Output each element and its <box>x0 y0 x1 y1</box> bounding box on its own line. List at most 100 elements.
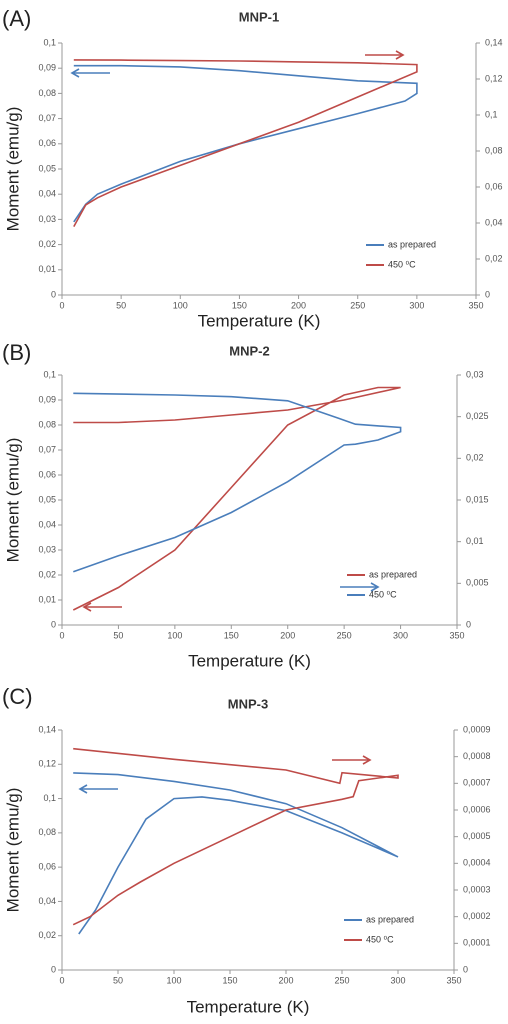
y2-tick-label: 0 <box>463 964 468 974</box>
y2-tick-label: 0,0006 <box>463 804 491 814</box>
x-tick-label: 350 <box>446 975 461 985</box>
y-tick-label: 0 <box>51 964 56 974</box>
y-axis-label: Moment (emu/g) <box>3 107 22 232</box>
y-axis-label: Moment (emu/g) <box>3 788 22 913</box>
panel-label: (B) <box>2 340 31 365</box>
x-tick-label: 250 <box>337 630 352 640</box>
panel-label: (C) <box>2 684 33 709</box>
y-tick-label: 0,02 <box>38 930 56 940</box>
x-tick-label: 150 <box>232 300 247 310</box>
y-tick-label: 0,05 <box>38 163 56 173</box>
y2-tick-label: 0 <box>466 619 471 629</box>
y2-tick-label: 0,025 <box>466 411 489 421</box>
y-tick-label: 0,03 <box>38 214 56 224</box>
panel-label: (A) <box>2 6 31 31</box>
y-tick-label: 0,02 <box>38 569 56 579</box>
y-tick-label: 0,02 <box>38 239 56 249</box>
y-tick-label: 0 <box>51 619 56 629</box>
x-tick-label: 0 <box>59 300 64 310</box>
series-line <box>72 386 401 611</box>
x-tick-label: 0 <box>59 630 64 640</box>
axis-arrowhead <box>82 602 92 612</box>
y2-tick-label: 0,02 <box>485 253 503 263</box>
axis-arrowhead <box>395 50 405 60</box>
y2-tick-label: 0,0005 <box>463 831 491 841</box>
y-tick-label: 0,06 <box>38 138 56 148</box>
x-tick-label: 350 <box>449 630 464 640</box>
y-tick-label: 0,01 <box>38 594 56 604</box>
chart-title: MNP-2 <box>229 343 269 358</box>
y-tick-label: 0,09 <box>38 63 56 73</box>
y2-tick-label: 0,0001 <box>463 938 491 948</box>
x-tick-label: 250 <box>350 300 365 310</box>
chart-title: MNP-3 <box>228 696 268 711</box>
x-tick-label: 300 <box>390 975 405 985</box>
y2-tick-label: 0,04 <box>485 217 503 227</box>
x-tick-label: 100 <box>167 630 182 640</box>
y2-tick-label: 0,005 <box>466 578 489 588</box>
y2-tick-label: 0,0004 <box>463 858 491 868</box>
y-tick-label: 0,1 <box>43 793 56 803</box>
x-tick-label: 200 <box>291 300 306 310</box>
y2-tick-label: 0,0009 <box>463 724 491 734</box>
series-line <box>73 64 418 223</box>
y2-tick-label: 0,0002 <box>463 911 491 921</box>
y2-tick-label: 0,08 <box>485 145 503 155</box>
y-tick-label: 0,06 <box>38 862 56 872</box>
series-line <box>73 392 402 573</box>
y2-tick-label: 0,01 <box>466 536 484 546</box>
axis-arrowhead <box>70 68 80 78</box>
y2-tick-label: 0,0008 <box>463 751 491 761</box>
legend-label: as prepared <box>369 569 417 579</box>
y-tick-label: 0,1 <box>43 37 56 47</box>
y-tick-label: 0,04 <box>38 896 56 906</box>
y-tick-label: 0,04 <box>38 189 56 199</box>
legend-label: 450 ⁰C <box>366 934 394 944</box>
y2-tick-label: 0,06 <box>485 181 503 191</box>
y2-tick-label: 0,03 <box>466 369 484 379</box>
x-tick-label: 200 <box>278 975 293 985</box>
x-tick-label: 100 <box>173 300 188 310</box>
y-tick-label: 0,08 <box>38 419 56 429</box>
y-tick-label: 0,08 <box>38 827 56 837</box>
x-tick-label: 100 <box>166 975 181 985</box>
x-tick-label: 250 <box>334 975 349 985</box>
x-axis-label: Temperature (K) <box>188 651 311 670</box>
y-tick-label: 0,07 <box>38 113 56 123</box>
y-tick-label: 0,03 <box>38 544 56 554</box>
x-tick-label: 50 <box>113 630 123 640</box>
y-tick-label: 0,01 <box>38 264 56 274</box>
axis-arrowhead <box>78 784 88 794</box>
x-axis-label: Temperature (K) <box>198 311 321 330</box>
x-tick-label: 300 <box>393 630 408 640</box>
x-tick-label: 150 <box>224 630 239 640</box>
x-tick-label: 150 <box>222 975 237 985</box>
x-tick-label: 0 <box>59 975 64 985</box>
y2-tick-label: 0,015 <box>466 494 489 504</box>
legend-label: 450 ⁰C <box>369 589 397 599</box>
chart-title: MNP-1 <box>239 9 279 24</box>
y-tick-label: 0,04 <box>38 519 56 529</box>
x-tick-label: 300 <box>409 300 424 310</box>
y-tick-label: 0,09 <box>38 394 56 404</box>
y-tick-label: 0,12 <box>38 759 56 769</box>
y2-tick-label: 0,12 <box>485 73 503 83</box>
y-tick-label: 0,07 <box>38 444 56 454</box>
x-tick-label: 50 <box>113 975 123 985</box>
x-axis-label: Temperature (K) <box>187 997 310 1016</box>
y2-tick-label: 0,14 <box>485 37 503 47</box>
y-tick-label: 0,05 <box>38 494 56 504</box>
y2-tick-label: 0,0003 <box>463 884 491 894</box>
y-tick-label: 0 <box>51 289 56 299</box>
y-tick-label: 0,06 <box>38 469 56 479</box>
x-tick-label: 350 <box>468 300 483 310</box>
y-axis-label: Moment (emu/g) <box>3 438 22 563</box>
y2-tick-label: 0 <box>485 289 490 299</box>
y-tick-label: 0,14 <box>38 724 56 734</box>
y-tick-label: 0,1 <box>43 369 56 379</box>
y-tick-label: 0,08 <box>38 88 56 98</box>
y2-tick-label: 0,1 <box>485 109 498 119</box>
x-tick-label: 200 <box>280 630 295 640</box>
series-line <box>73 772 399 935</box>
